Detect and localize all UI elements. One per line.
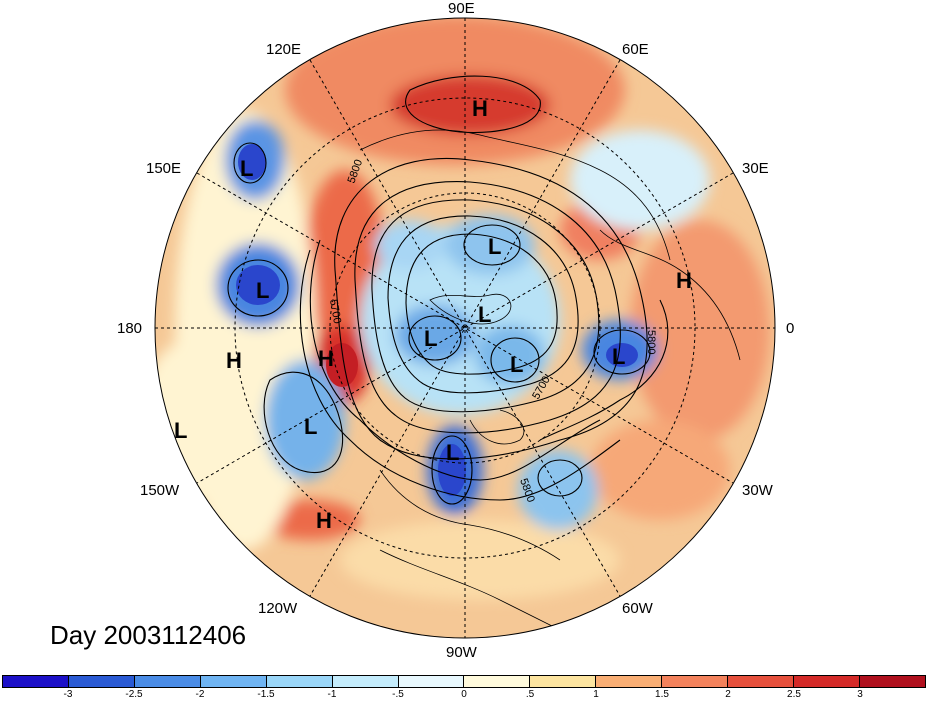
colorbar-swatch	[859, 676, 925, 687]
anomaly-core-hudson	[438, 444, 466, 496]
anomaly-core-kamchatka	[238, 144, 266, 180]
pressure-high-gulf-of-alaska: H	[318, 346, 334, 371]
map-boundary	[154, 17, 776, 639]
pressure-low-arctic-west: L	[488, 234, 501, 259]
colorbar-tick-label: 1.5	[655, 689, 669, 700]
lon-label-30w: 30W	[742, 482, 773, 499]
lon-label-0: 0	[786, 320, 795, 337]
lon-label-60w: 60W	[622, 600, 653, 617]
colorbar-tick-label: 3	[857, 689, 863, 700]
colorbar-tick-label: -2	[195, 689, 205, 700]
colorbar-swatch	[266, 676, 333, 687]
lon-label-30e: 30E	[742, 160, 769, 177]
anomaly-core-alaska	[326, 343, 358, 387]
colorbar-tick-label: -1	[327, 689, 337, 700]
graticule	[155, 18, 775, 638]
colorbar-swatch	[68, 676, 135, 687]
colorbar-swatch	[530, 676, 597, 687]
lon-label-180: 180	[117, 320, 143, 337]
pressure-low-northeast-pacific: L	[304, 414, 317, 439]
pressure-low-central-pacific: L	[174, 418, 187, 443]
pressure-high-siberia: H	[472, 96, 488, 121]
lon-label-120w: 120W	[258, 600, 298, 617]
pressure-high-north-pacific: H	[226, 348, 242, 373]
pressure-low-bering-sea: L	[256, 278, 269, 303]
lon-label-90e: 90E	[448, 0, 475, 17]
lon-label-150w: 150W	[140, 482, 180, 499]
anomaly-core-bering	[236, 265, 280, 305]
coastlines	[359, 129, 741, 631]
lon-label-60e: 60E	[622, 41, 649, 58]
colorbar-tick-label: 0	[461, 689, 467, 700]
colorbar-swatch	[794, 676, 860, 687]
colorbar-tick-label: .5	[525, 689, 535, 700]
height-contours	[227, 75, 669, 505]
colorbar-swatch	[464, 676, 531, 687]
colorbar-ticks: -3 -2.5 -2 -1.5 -1 -.5 0 .5 1 1.5 2 2.5 3	[2, 689, 926, 702]
lon-label-150e: 150E	[146, 160, 182, 177]
anomaly-core-atlantic	[606, 343, 638, 367]
colorbar-swatch	[200, 676, 267, 687]
colorbar-tick-label: -2.5	[125, 689, 143, 700]
colorbar	[2, 675, 926, 688]
colorbar-tick-label: 1	[593, 689, 599, 700]
pressure-low-arctic-center: L	[424, 326, 437, 351]
contour-label: 5700	[327, 298, 343, 324]
colorbar-swatch	[3, 676, 69, 687]
colorbar-swatch	[332, 676, 399, 687]
colorbar-tick-label: -.5	[392, 689, 404, 700]
pressure-low-arctic-east: L	[510, 352, 523, 377]
colorbar-swatch	[398, 676, 465, 687]
pressure-high-europe: H	[676, 268, 692, 293]
colorbar-swatch	[596, 676, 663, 687]
pressure-low-kamchatka: L	[240, 156, 253, 181]
colorbar-swatch	[728, 676, 795, 687]
colorbar-swatch	[662, 676, 729, 687]
contour-label: 5800	[645, 330, 657, 354]
lon-label-120e: 120E	[266, 41, 302, 58]
day-label: Day 2003112406	[50, 620, 247, 650]
colorbar-tick-label: 2.5	[787, 689, 801, 700]
colorbar-tick-label: -3	[63, 689, 73, 700]
colorbar-swatch	[134, 676, 201, 687]
pressure-low-hudson-bay: L	[446, 440, 459, 465]
colorbar-tick-label: 2	[725, 689, 731, 700]
pressure-low-north-atlantic: L	[612, 344, 625, 369]
pressure-high-subtropical-pacific: H	[316, 508, 332, 533]
lon-label-90w: 90W	[446, 644, 477, 661]
pressure-low-arctic-north: L	[478, 302, 491, 327]
colorbar-tick-label: -1.5	[257, 689, 275, 700]
